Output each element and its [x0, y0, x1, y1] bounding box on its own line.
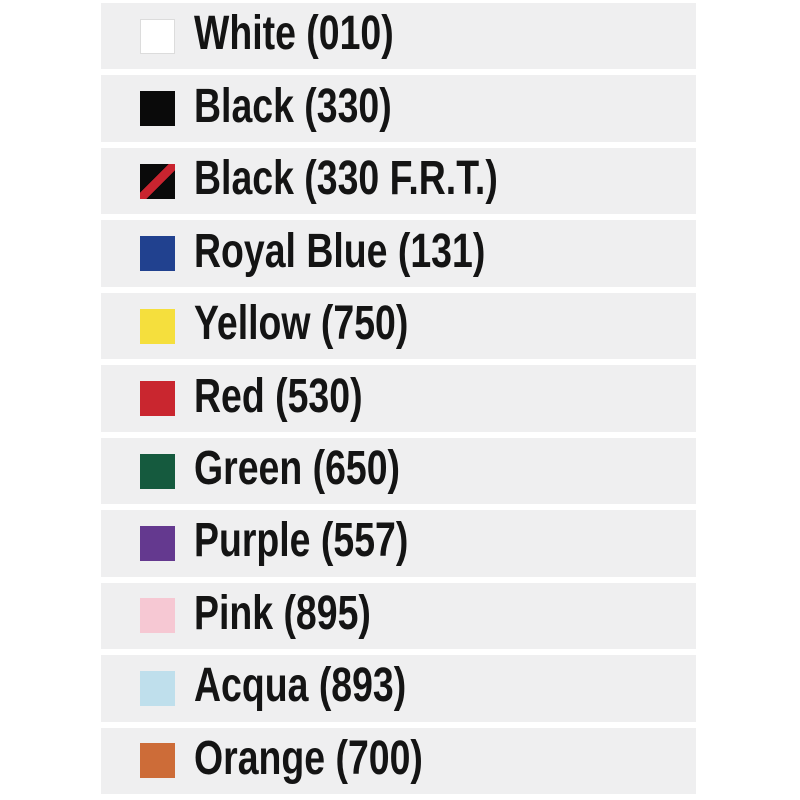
color-option-label: Purple (557) — [194, 514, 409, 568]
color-option-row[interactable]: Pink (895) — [101, 582, 696, 650]
color-swatch — [140, 18, 175, 54]
color-swatch — [140, 381, 175, 417]
color-swatch — [140, 598, 175, 634]
color-option-label: Black (330) — [194, 79, 392, 133]
color-swatch — [140, 670, 175, 706]
color-option-row[interactable]: Purple (557) — [101, 510, 696, 577]
color-option-row[interactable]: Acqua (893) — [101, 655, 696, 722]
color-option-label: Yellow (750) — [194, 297, 409, 351]
color-option-label: Black (330 F.R.T.) — [194, 152, 498, 206]
color-option-row[interactable]: Black (330) — [101, 75, 696, 142]
color-option-row[interactable]: Orange (700) — [101, 727, 696, 795]
color-option-label: Red (530) — [194, 369, 363, 423]
color-swatch — [140, 525, 175, 561]
color-swatch — [140, 163, 175, 199]
color-option-label: Orange (700) — [194, 731, 423, 785]
color-option-label: Pink (895) — [194, 586, 371, 640]
color-option-label: White (010) — [194, 7, 394, 61]
color-option-list: White (010) Black (330) Black (330 F.R.T.)… — [101, 3, 696, 795]
color-option-row[interactable]: Black (330 F.R.T.) — [101, 147, 696, 215]
color-option-row[interactable]: Green (650) — [101, 437, 696, 505]
color-swatch — [140, 91, 175, 127]
color-swatch — [140, 743, 175, 779]
color-option-label: Green (650) — [194, 442, 401, 495]
color-option-row[interactable]: Yellow (750) — [101, 292, 696, 360]
color-option-label: Acqua (893) — [194, 659, 407, 713]
color-swatch — [140, 453, 175, 489]
color-option-row[interactable]: Red (530) — [101, 365, 696, 432]
color-swatch — [140, 236, 175, 272]
color-swatch — [140, 308, 175, 344]
color-option-label: Royal Blue (131) — [194, 224, 486, 278]
color-option-row[interactable]: Royal Blue (131) — [101, 220, 696, 287]
color-option-row[interactable]: White (010) — [101, 3, 696, 70]
